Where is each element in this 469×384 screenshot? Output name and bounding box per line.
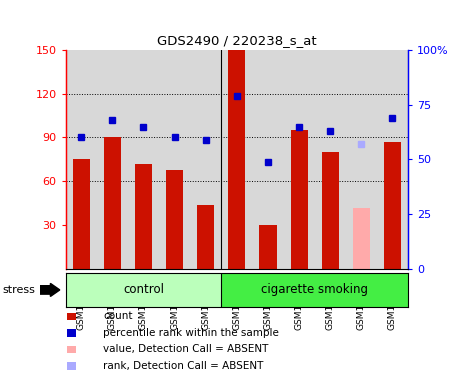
Bar [353,207,370,269]
Bar [135,164,152,269]
Text: control: control [123,283,164,296]
Bar [290,130,308,269]
FancyArrow shape [40,283,60,296]
Bar [104,137,121,269]
Bar [197,205,214,269]
Bar [384,142,401,269]
Bar [67,346,76,353]
Text: cigarette smoking: cigarette smoking [261,283,368,296]
Bar [322,152,339,269]
Bar [67,313,76,320]
Text: stress: stress [2,285,35,295]
Bar [67,329,76,337]
Bar [73,159,90,269]
Text: rank, Detection Call = ABSENT: rank, Detection Call = ABSENT [103,361,264,371]
Bar [166,170,183,269]
Bar [67,362,76,370]
Text: count: count [103,311,133,321]
Text: value, Detection Call = ABSENT: value, Detection Call = ABSENT [103,344,269,354]
Text: percentile rank within the sample: percentile rank within the sample [103,328,279,338]
Bar [228,50,245,269]
Title: GDS2490 / 220238_s_at: GDS2490 / 220238_s_at [157,34,317,47]
Bar [259,225,277,269]
